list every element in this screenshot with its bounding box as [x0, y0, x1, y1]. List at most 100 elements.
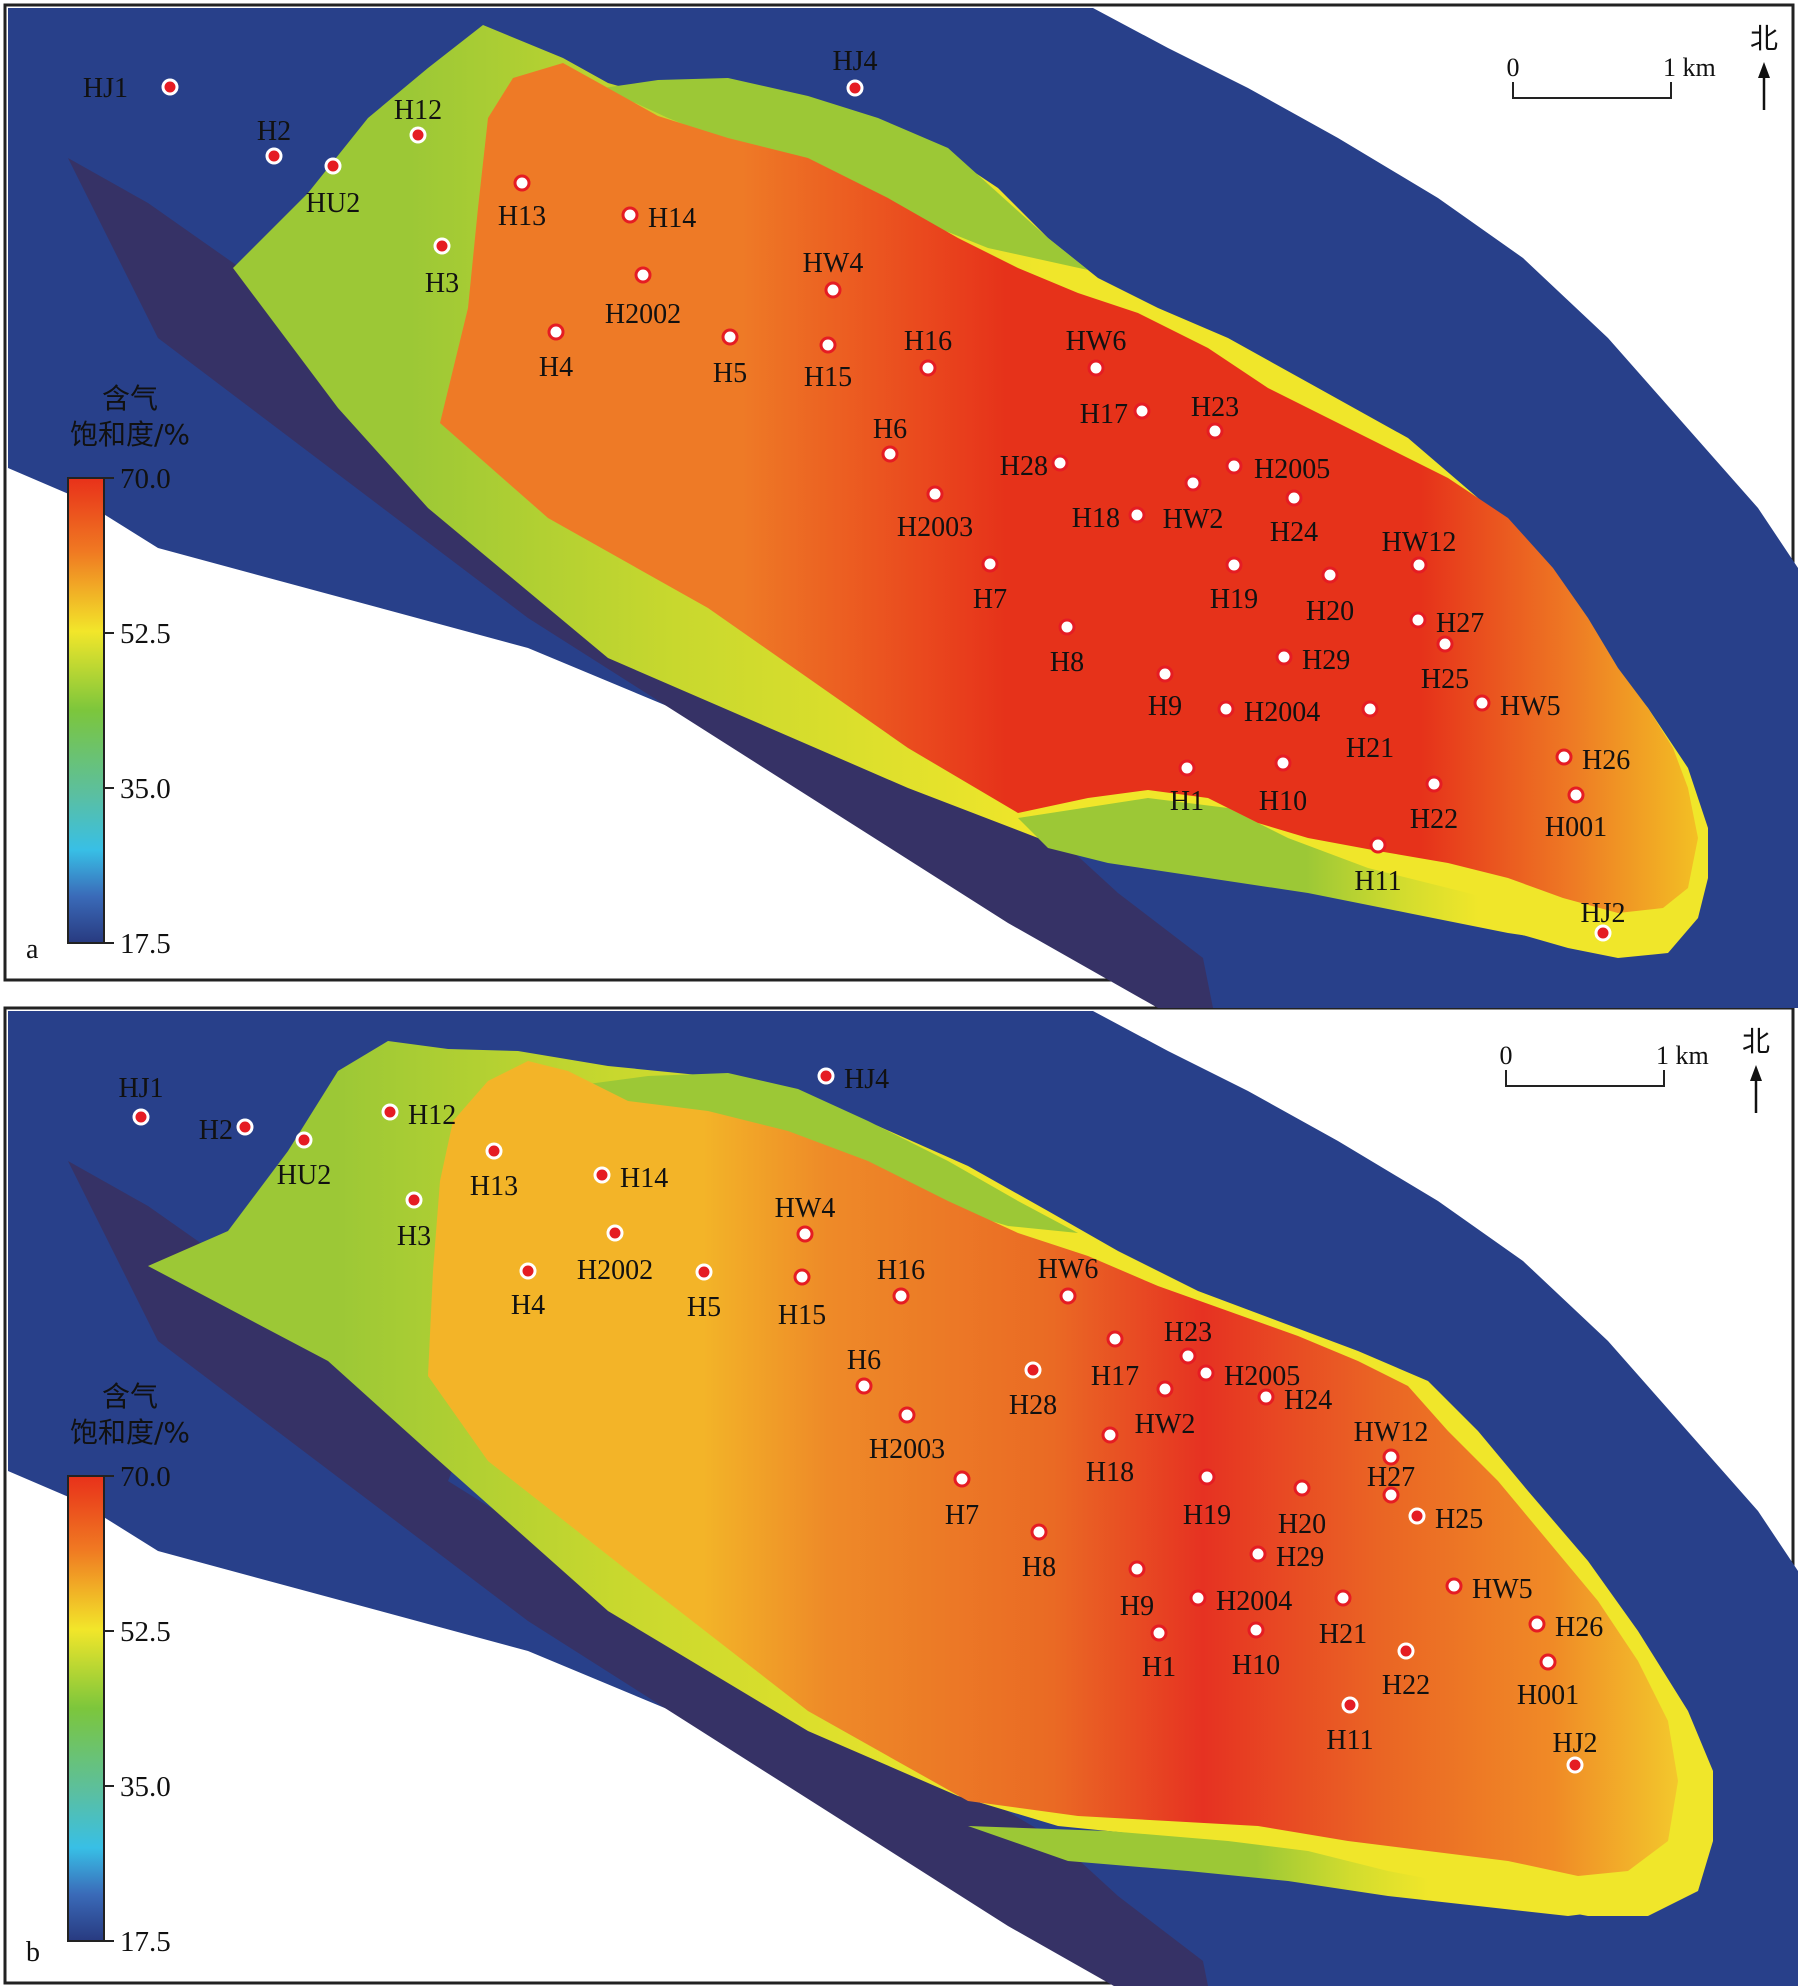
well-label: H11	[1354, 866, 1401, 897]
well-dot-icon	[892, 1287, 910, 1305]
well-marker: H9	[1148, 665, 1182, 722]
well-marker: H15	[778, 1268, 826, 1331]
well-marker: H3	[425, 237, 459, 299]
well-label: H17	[1091, 1361, 1139, 1392]
well-dot-icon	[721, 328, 739, 346]
well-dot-icon	[1030, 1523, 1048, 1541]
well-label: H2004	[1244, 697, 1320, 728]
well-marker: H2005	[1225, 454, 1330, 485]
legend-tick-label: 52.5	[120, 1616, 171, 1648]
well-label: HW2	[1135, 1409, 1196, 1440]
well-label: H2002	[577, 1255, 653, 1286]
well-label: H5	[687, 1292, 721, 1323]
well-label: HJ2	[1552, 1728, 1597, 1759]
well-label: H21	[1346, 733, 1394, 764]
well-marker: H23	[1191, 392, 1239, 440]
well-marker: H6	[847, 1345, 881, 1395]
well-dot-icon	[593, 1166, 611, 1184]
well-dot-icon	[846, 79, 864, 97]
well-label: H20	[1278, 1509, 1326, 1540]
well-marker: HJ4	[817, 1064, 889, 1095]
well-marker: H3	[397, 1191, 431, 1252]
well-label: H8	[1050, 647, 1084, 678]
well-label: H18	[1086, 1457, 1134, 1488]
well-marker: H10	[1259, 754, 1307, 817]
well-label: H3	[397, 1221, 431, 1252]
well-dot-icon	[1539, 1653, 1557, 1671]
well-dot-icon	[485, 1142, 503, 1160]
well-label: H8	[1022, 1552, 1056, 1583]
well-dot-icon	[1247, 1621, 1265, 1639]
well-marker: H4	[511, 1262, 545, 1321]
legend-tick-label: 70.0	[120, 1461, 171, 1493]
well-dot-icon	[1293, 1479, 1311, 1497]
well-label: H10	[1232, 1650, 1280, 1681]
well-label: H001	[1517, 1680, 1579, 1711]
well-dot-icon	[1024, 1361, 1042, 1379]
scale-start-label: 0	[1500, 1041, 1513, 1070]
well-label: H23	[1191, 392, 1239, 423]
well-marker: H001	[1545, 786, 1607, 843]
well-dot-icon	[1275, 648, 1293, 666]
well-marker: HW4	[803, 248, 863, 299]
legend-tick-label: 17.5	[120, 1926, 171, 1958]
well-label: H9	[1120, 1591, 1154, 1622]
well-marker: H18	[1072, 503, 1146, 534]
well-label: H19	[1183, 1500, 1231, 1531]
well-marker: H18	[1086, 1426, 1134, 1488]
well-label: HW5	[1472, 1574, 1533, 1605]
well-marker: H24	[1257, 1385, 1332, 1416]
well-dot-icon	[236, 1118, 254, 1136]
legend-color-bar	[67, 1475, 105, 1942]
well-dot-icon	[1369, 836, 1387, 854]
well-marker: HW2	[1135, 1380, 1196, 1440]
well-label: H22	[1382, 1670, 1430, 1701]
well-marker: H7	[973, 555, 1007, 615]
well-label: H12	[394, 95, 442, 126]
scale-bar: 0 1 km	[1500, 1041, 1709, 1087]
bottom-band	[968, 1826, 1608, 1916]
well-dot-icon	[1361, 700, 1379, 718]
scale-end-label: 1 km	[1663, 53, 1716, 82]
well-marker: H21	[1319, 1589, 1367, 1650]
legend-tick-label: 17.5	[120, 928, 171, 960]
well-label: H2	[199, 1115, 233, 1146]
legend-title-line2: 饱和度/%	[70, 1416, 190, 1449]
well-dot-icon	[1382, 1486, 1400, 1504]
well-marker: H2004	[1217, 697, 1320, 728]
well-dot-icon	[1178, 759, 1196, 777]
well-label: H2002	[605, 299, 681, 330]
well-label: H14	[620, 1163, 668, 1194]
well-label: H2003	[897, 512, 973, 543]
well-dot-icon	[1206, 422, 1224, 440]
well-dot-icon	[634, 266, 652, 284]
well-marker: H11	[1354, 836, 1402, 897]
well-dot-icon	[1156, 665, 1174, 683]
north-arrow-icon: 北	[1742, 1025, 1770, 1113]
well-marker: H11	[1326, 1696, 1374, 1756]
well-dot-icon	[1410, 556, 1428, 574]
well-marker: HW4	[775, 1193, 835, 1243]
well-marker: H28	[1000, 451, 1069, 482]
well-label: H2003	[869, 1434, 945, 1465]
well-label: HJ4	[844, 1064, 889, 1095]
well-marker: H2002	[577, 1224, 653, 1286]
well-marker: HJ2	[1552, 1728, 1598, 1774]
well-dot-icon	[824, 281, 842, 299]
well-marker: H2005	[1197, 1361, 1300, 1392]
well-label: H13	[498, 201, 546, 232]
well-label: H10	[1259, 786, 1307, 817]
well-dot-icon	[1341, 1696, 1359, 1714]
well-dot-icon	[1189, 1589, 1207, 1607]
well-label: HU2	[306, 188, 360, 219]
north-label: 北	[1750, 22, 1778, 55]
well-label: H19	[1210, 584, 1258, 615]
legend-tick-label: 52.5	[120, 618, 171, 650]
well-dot-icon	[793, 1268, 811, 1286]
well-marker: H23	[1164, 1317, 1212, 1365]
high-saturation-core	[440, 63, 1698, 913]
well-marker: H27	[1367, 1462, 1415, 1504]
well-marker: H25	[1408, 1504, 1483, 1535]
well-dot-icon	[1051, 454, 1069, 472]
